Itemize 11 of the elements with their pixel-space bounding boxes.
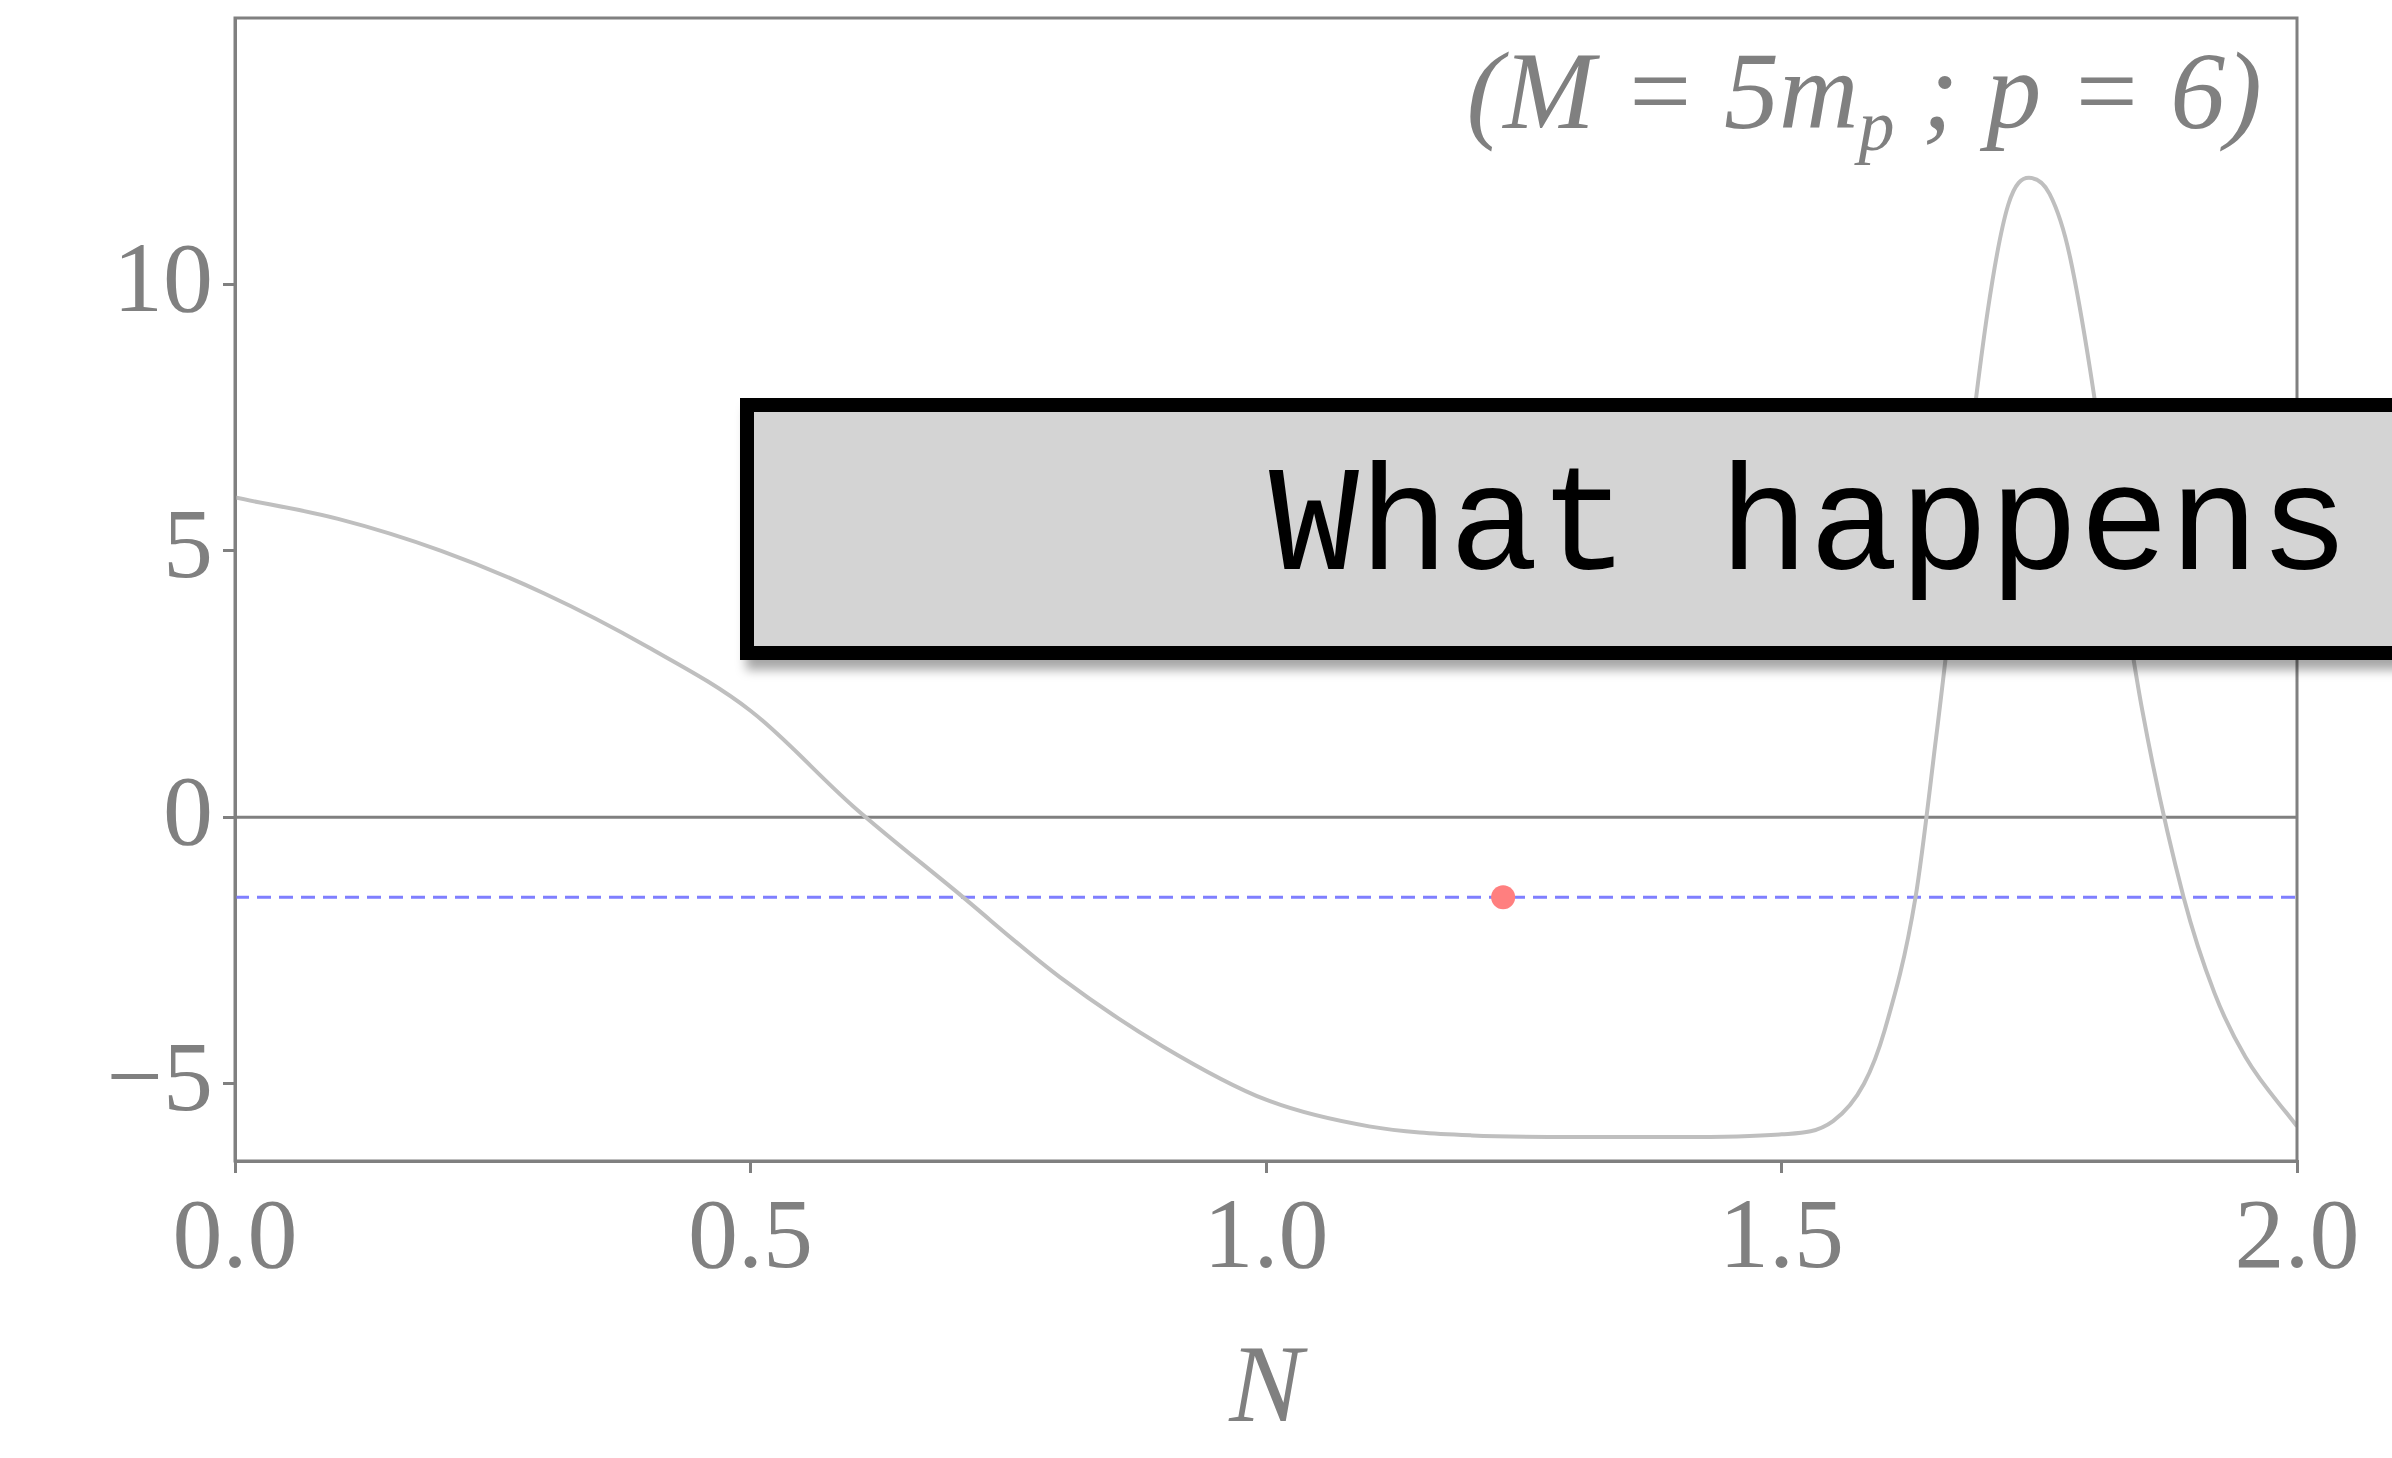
y-tick-label: 0: [163, 754, 213, 866]
x-tick-label: 0.5: [688, 1178, 813, 1290]
x-tick-label: 1.0: [1203, 1178, 1329, 1290]
x-tick-label: 0.0: [172, 1178, 298, 1290]
y-tick-label: 10: [113, 221, 213, 333]
y-tick-label: −5: [106, 1021, 213, 1132]
x-tick-label: 2.0: [2234, 1178, 2360, 1290]
x-axis-title: N: [1228, 1322, 1309, 1445]
note-box: What happens: [740, 398, 2392, 660]
x-tick-label: 1.5: [1719, 1178, 1844, 1290]
y-tick-label: 5: [163, 488, 213, 600]
